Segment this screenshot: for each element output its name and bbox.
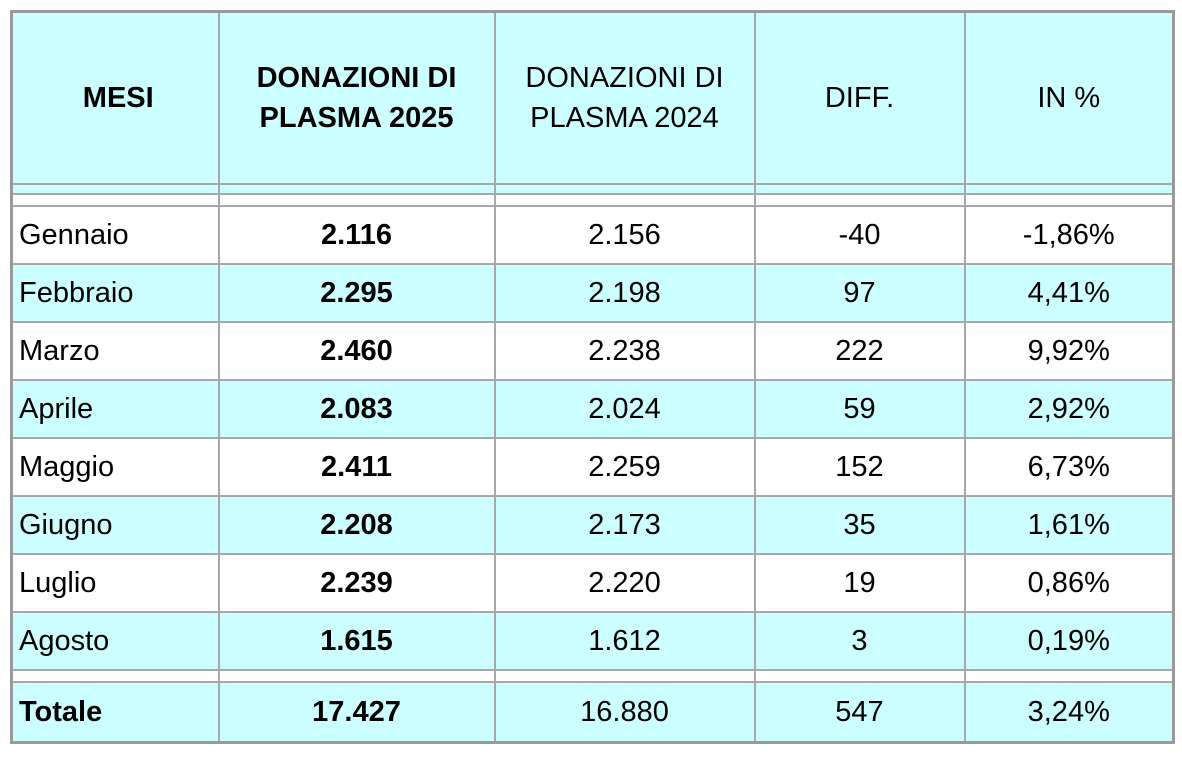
header-cell: DONAZIONI DI PLASMA 2025 — [217, 10, 496, 185]
spacer-row — [10, 183, 1175, 195]
spacer-row — [10, 193, 1175, 207]
cell: 35 — [753, 495, 966, 555]
header-cell: DIFF. — [753, 10, 966, 185]
row-label: Febbraio — [10, 263, 220, 323]
header-cell: MESI — [10, 10, 220, 185]
table-row: Aprile 2.083 2.024 59 2,92% — [10, 379, 1175, 439]
cell: 0,19% — [963, 611, 1175, 671]
row-label: Luglio — [10, 553, 220, 613]
row-label: Giugno — [10, 495, 220, 555]
spacer-row — [10, 669, 1175, 683]
cell: 4,41% — [963, 263, 1175, 323]
table-row: Marzo 2.460 2.238 222 9,92% — [10, 321, 1175, 381]
header-cell: DONAZIONI DI PLASMA 2024 — [493, 10, 756, 185]
cell: 2.259 — [493, 437, 756, 497]
table-row: Gennaio 2.116 2.156 -40 -1,86% — [10, 205, 1175, 265]
cell: 2.116 — [217, 205, 496, 265]
cell: -40 — [753, 205, 966, 265]
cell: 2.173 — [493, 495, 756, 555]
cell: 2.295 — [217, 263, 496, 323]
table-row: Luglio 2.239 2.220 19 0,86% — [10, 553, 1175, 613]
row-label: Maggio — [10, 437, 220, 497]
cell: 6,73% — [963, 437, 1175, 497]
cell: 3,24% — [963, 681, 1175, 744]
table-row: Giugno 2.208 2.173 35 1,61% — [10, 495, 1175, 555]
header-cell: IN % — [963, 10, 1175, 185]
cell: 19 — [753, 553, 966, 613]
row-label: Marzo — [10, 321, 220, 381]
table-row: Febbraio 2.295 2.198 97 4,41% — [10, 263, 1175, 323]
cell: 1.612 — [493, 611, 756, 671]
cell: 0,86% — [963, 553, 1175, 613]
cell: 547 — [753, 681, 966, 744]
cell: 2.208 — [217, 495, 496, 555]
cell: 2.238 — [493, 321, 756, 381]
cell: 1.615 — [217, 611, 496, 671]
cell: 2.220 — [493, 553, 756, 613]
cell: 2.198 — [493, 263, 756, 323]
cell: 2.239 — [217, 553, 496, 613]
cell: 17.427 — [217, 681, 496, 744]
table-row: Maggio 2.411 2.259 152 6,73% — [10, 437, 1175, 497]
cell: 2.156 — [493, 205, 756, 265]
header-row: MESI DONAZIONI DI PLASMA 2025 DONAZIONI … — [10, 10, 1175, 185]
table-row: Agosto 1.615 1.612 3 0,19% — [10, 611, 1175, 671]
row-label: Totale — [10, 681, 220, 744]
row-label: Agosto — [10, 611, 220, 671]
cell: 3 — [753, 611, 966, 671]
cell: 2.411 — [217, 437, 496, 497]
cell: 59 — [753, 379, 966, 439]
cell: 222 — [753, 321, 966, 381]
row-label: Gennaio — [10, 205, 220, 265]
cell: 1,61% — [963, 495, 1175, 555]
cell: 2.460 — [217, 321, 496, 381]
cell: 16.880 — [493, 681, 756, 744]
cell: 97 — [753, 263, 966, 323]
table-row: Totale 17.427 16.880 547 3,24% — [10, 681, 1175, 744]
cell: 2,92% — [963, 379, 1175, 439]
donations-table: MESI DONAZIONI DI PLASMA 2025 DONAZIONI … — [10, 10, 1175, 744]
cell: 152 — [753, 437, 966, 497]
cell: 9,92% — [963, 321, 1175, 381]
row-label: Aprile — [10, 379, 220, 439]
cell: -1,86% — [963, 205, 1175, 265]
cell: 2.083 — [217, 379, 496, 439]
cell: 2.024 — [493, 379, 756, 439]
